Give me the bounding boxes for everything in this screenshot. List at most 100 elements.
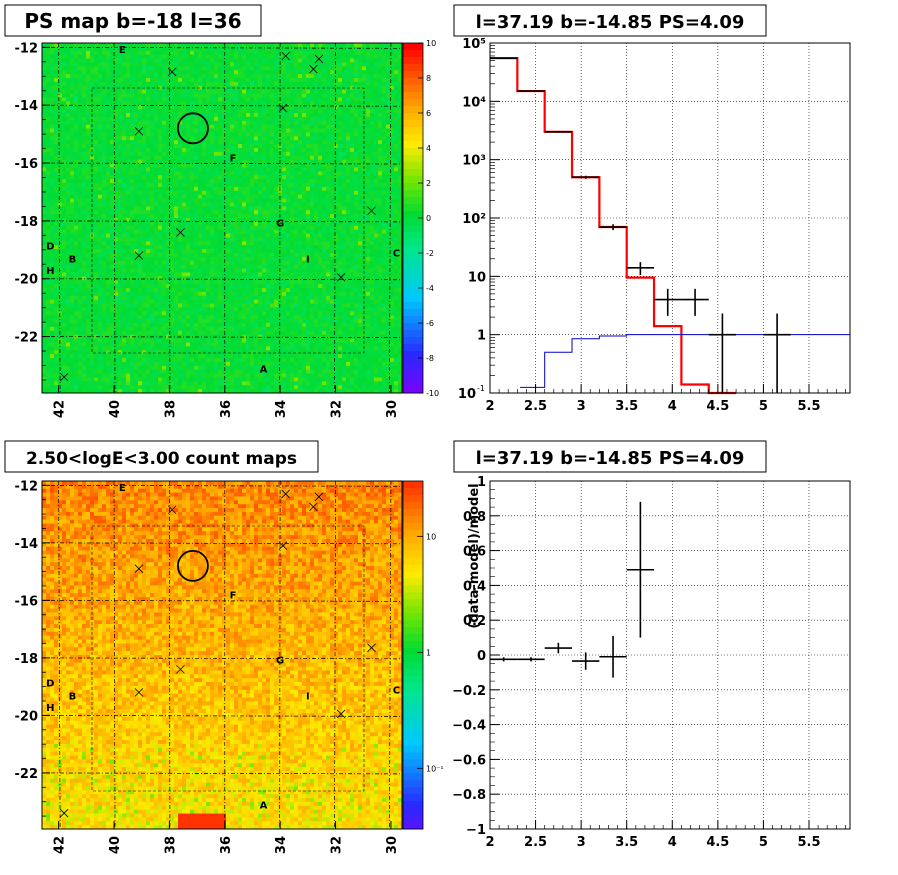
heatmap-cell (238, 225, 243, 231)
heatmap-cell (62, 330, 67, 336)
heatmap-cell (254, 46, 259, 52)
heatmap-cell (74, 183, 79, 188)
heatmap-cell (94, 206, 99, 211)
heatmap-cell (190, 89, 195, 94)
heatmap-cell (154, 268, 159, 273)
heatmap-cell (202, 190, 207, 196)
heatmap-cell (254, 303, 259, 308)
heatmap-cell (234, 159, 239, 164)
heatmap-cell (202, 385, 207, 390)
heatmap-cell (174, 183, 179, 188)
heatmap-cell (214, 280, 219, 285)
heatmap-cell (82, 323, 87, 328)
heatmap-cell (210, 144, 215, 149)
heatmap-cell (78, 264, 83, 269)
heatmap-cell (238, 151, 243, 157)
heatmap-cell (186, 155, 191, 161)
heatmap-cell (250, 124, 255, 129)
heatmap-cell (174, 221, 179, 227)
heatmap-cell (74, 284, 79, 289)
heatmap-cell (154, 43, 159, 48)
heatmap-cell (174, 315, 179, 320)
heatmap-cell (114, 144, 119, 149)
heatmap-cell (178, 210, 183, 215)
heatmap-cell (242, 81, 247, 87)
heatmap-cell (94, 260, 99, 266)
heatmap-cell (146, 202, 151, 207)
heatmap-cell (250, 350, 255, 355)
heatmap-cell (50, 311, 55, 316)
heatmap-cell (62, 78, 67, 83)
heatmap-cell (138, 237, 143, 242)
heatmap-cell (230, 350, 235, 355)
heatmap-cell (198, 194, 203, 199)
heatmap-cell (82, 198, 87, 203)
heatmap-cell (166, 385, 171, 390)
heatmap-cell (66, 358, 71, 363)
heatmap-cell (118, 373, 123, 378)
heatmap-cell (70, 43, 75, 48)
heatmap-cell (234, 194, 239, 199)
heatmap-cell (98, 276, 103, 281)
heatmap-cell (66, 101, 71, 106)
heatmap-cell (46, 323, 51, 328)
heatmap-cell (166, 163, 171, 168)
heatmap-cell (174, 70, 179, 75)
heatmap-cell (174, 307, 179, 312)
heatmap-cell (182, 373, 187, 378)
heatmap-cell (218, 183, 223, 188)
heatmap-cell (214, 210, 219, 215)
heatmap-cell (58, 241, 63, 246)
heatmap-cell (50, 183, 55, 188)
heatmap-cell (130, 221, 135, 227)
heatmap-cell (246, 233, 251, 238)
heatmap-cell (234, 46, 239, 52)
heatmap-cell (134, 373, 139, 378)
heatmap-cell (158, 276, 163, 281)
heatmap-cell (54, 43, 59, 48)
heatmap-cell (78, 183, 83, 188)
heatmap-cell (98, 361, 103, 367)
heatmap-cell (202, 241, 207, 246)
heatmap-cell (66, 241, 71, 246)
heatmap-cell (234, 284, 239, 289)
heatmap-cell (254, 101, 259, 106)
heatmap-cell (190, 159, 195, 164)
heatmap-cell (262, 183, 267, 188)
heatmap-cell (134, 221, 139, 227)
heatmap-cell (250, 381, 255, 386)
heatmap-cell (58, 311, 63, 316)
heatmap-cell (202, 338, 207, 343)
heatmap-cell (202, 330, 207, 336)
heatmap-cell (158, 233, 163, 238)
heatmap-cell (214, 109, 219, 114)
heatmap-cell (70, 330, 75, 336)
heatmap-cell (102, 233, 107, 238)
heatmap-cell (142, 225, 147, 231)
heatmap-cell (214, 120, 219, 126)
heatmap-cell (246, 179, 251, 184)
heatmap-cell (70, 78, 75, 83)
heatmap-cell (210, 105, 215, 110)
heatmap-cell (178, 315, 183, 320)
heatmap-cell (54, 46, 59, 52)
heatmap-cell (130, 225, 135, 231)
heatmap-cell (238, 54, 243, 59)
heatmap-cell (158, 105, 163, 110)
heatmap-cell (150, 78, 155, 83)
heatmap-cell (226, 62, 231, 67)
heatmap-cell (42, 385, 47, 390)
heatmap-cell (194, 179, 199, 184)
heatmap-cell (234, 74, 239, 79)
heatmap-cell (246, 303, 251, 308)
heatmap-cell (54, 342, 59, 347)
heatmap-cell (250, 256, 255, 262)
heatmap-cell (74, 256, 79, 262)
heatmap-cell (94, 303, 99, 308)
heatmap-cell (226, 385, 231, 390)
heatmap-cell (194, 109, 199, 114)
heatmap-cell (158, 210, 163, 215)
heatmap-cell (62, 175, 67, 180)
heatmap-cell (58, 175, 63, 180)
heatmap-cell (162, 338, 167, 343)
